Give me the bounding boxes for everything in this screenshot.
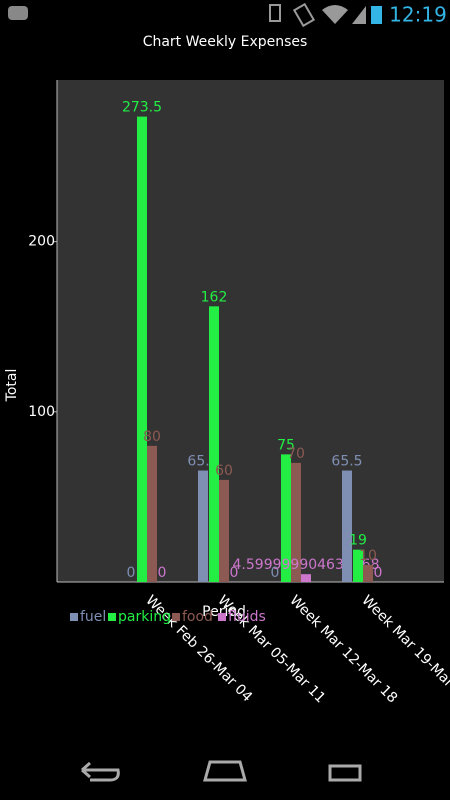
value-label: 0 <box>158 565 167 581</box>
value-label: 70 <box>287 446 305 462</box>
value-label: 0 <box>374 565 383 581</box>
vibrate-icon <box>292 2 316 28</box>
nav-bar <box>81 760 362 782</box>
home-button[interactable] <box>203 760 247 782</box>
wifi-icon <box>322 5 348 24</box>
legend-label: fuel <box>80 609 106 625</box>
value-label: 65.5 <box>331 454 362 470</box>
bar <box>198 470 208 582</box>
y-axis-title: Total <box>4 369 20 403</box>
value-label: 19 <box>349 533 367 549</box>
bar <box>291 462 301 582</box>
bar <box>301 574 311 582</box>
battery-icon <box>371 6 382 24</box>
bar <box>209 306 219 582</box>
signal-icon <box>352 6 366 24</box>
legend-swatch <box>108 613 116 621</box>
chart-title: Chart Weekly Expenses <box>143 34 308 50</box>
value-label: 80 <box>143 429 161 445</box>
value-label: 75 <box>277 437 295 453</box>
legend-swatch <box>70 613 78 621</box>
bar <box>219 479 229 582</box>
x-axis-title: Period <box>202 604 246 620</box>
recents-button[interactable] <box>328 764 362 782</box>
value-label: 0 <box>127 565 136 581</box>
bar <box>137 116 147 583</box>
clock: 12:19 <box>389 3 447 27</box>
legend-swatch <box>218 613 226 621</box>
value-label: 273.5 <box>122 100 162 116</box>
android-icon <box>8 6 28 20</box>
value-label: 10 <box>359 548 377 564</box>
value-label: 0 <box>230 565 239 581</box>
legend-label: fluids <box>228 609 266 625</box>
bar <box>147 445 157 582</box>
bluetooth-icon <box>269 4 281 22</box>
y-tick-label: 100 <box>28 404 55 420</box>
y-tick-label: 200 <box>28 234 55 250</box>
legend-label: food <box>182 609 213 625</box>
bar <box>363 564 373 582</box>
legend-label: parking <box>118 609 171 625</box>
back-button[interactable] <box>81 761 120 782</box>
bar <box>281 454 291 582</box>
bar <box>342 470 352 582</box>
value-label: 162 <box>201 289 228 305</box>
value-label: 60 <box>215 463 233 479</box>
status-bar: 12:19 <box>8 2 447 28</box>
plot-area <box>57 80 444 582</box>
legend-swatch <box>172 613 180 621</box>
bar <box>353 549 363 582</box>
value-label: 0 <box>271 565 280 581</box>
